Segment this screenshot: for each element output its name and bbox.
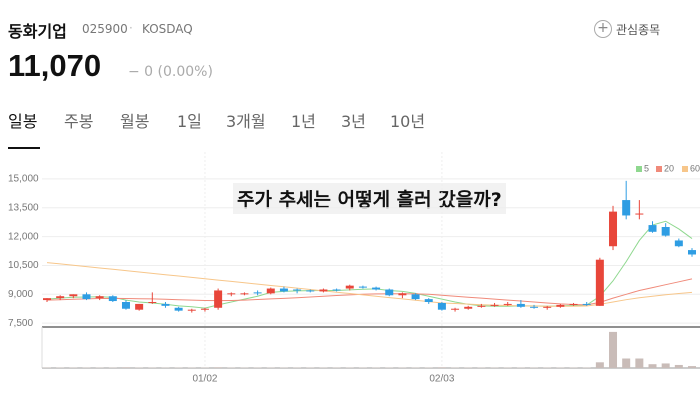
candle-body [582,303,591,305]
candle-body [240,293,249,295]
candle-body [464,306,473,309]
volume-bar [622,358,631,368]
candle-body [372,287,381,290]
candle-body [121,302,130,309]
candle-body [227,293,236,295]
stock-name: 동화기업 [8,22,67,41]
candle-body [279,288,288,292]
candle-body [174,307,183,311]
candle-body [556,304,565,307]
volume-bar [214,367,223,368]
candle-body [187,309,196,311]
candle-body [385,289,394,296]
candle-body [595,259,604,306]
price: 11,070 [8,48,102,83]
candle-body [609,211,618,247]
candle-body [503,303,512,305]
period-tab[interactable]: 일봉 [8,112,38,131]
candle-body [622,200,631,216]
candle-body [332,289,341,291]
candle-body [306,290,315,292]
volume-bar [595,362,604,368]
candle-body [661,227,670,236]
legend-swatch [636,166,642,172]
x-tick-label: 02/03 [429,374,454,385]
legend-swatch [682,166,688,172]
candle-body [477,305,486,307]
stock-code: 025900 [82,22,128,36]
candle-body [214,290,223,308]
period-tab[interactable]: 월봉 [120,112,150,131]
candle-body [358,286,367,288]
candle-body [530,306,539,308]
y-tick-label: 7,500 [8,318,33,329]
volume-bar [648,364,657,368]
annotation: 주가 추세는 어떻게 흘러 갔을까? [233,183,506,214]
y-tick-label: 10,500 [8,260,39,271]
candle-body [437,302,446,310]
candle-body [161,303,170,306]
favorite-button[interactable]: + 관심종목 [594,20,660,38]
candle-body [200,308,209,310]
candle-body [569,303,578,305]
period-tab[interactable]: 주봉 [64,112,94,131]
separator: · [129,21,133,35]
candle-body [293,289,302,291]
candle-body [43,298,51,301]
period-tab[interactable]: 3개월 [226,112,266,131]
candle-body [266,288,275,294]
candle-body [424,299,433,302]
candle-body [319,289,328,292]
period-tab[interactable]: 3년 [341,112,366,131]
candle-body [108,296,117,302]
volume-bar [609,331,618,368]
candle-body [82,294,91,300]
moving-average-line [46,262,693,307]
plus-icon: + [594,20,612,38]
candle-body [648,225,657,232]
candle-body [135,303,144,310]
legend-label: 5 [644,163,649,173]
y-tick-label: 9,000 [8,289,33,300]
volume-bar [121,367,130,368]
moving-average-line [46,278,693,306]
y-tick-label: 12,000 [8,231,39,242]
candle-body [56,296,65,299]
candle-body [490,304,499,306]
y-tick-label: 15,000 [8,174,39,185]
candle-body [345,285,354,289]
candle-body [411,294,420,300]
candle-body [451,308,460,310]
candle-body [635,213,644,215]
candle-body [398,293,407,296]
volume-bar [688,366,696,368]
volume-bar [635,358,644,368]
candle-body [69,294,78,297]
legend-swatch [656,166,662,172]
legend-label: 60 [690,163,700,173]
candle-body [688,250,696,255]
volume-bar [674,364,683,368]
candle-body [95,296,104,299]
candle-body [516,303,525,307]
volume-bar [437,367,446,368]
candle-body [253,292,262,294]
candle-body [674,240,683,247]
candle-body [148,302,157,303]
market: KOSDAQ [142,22,193,36]
period-tab[interactable]: 1일 [177,112,202,131]
favorite-label: 관심종목 [616,22,661,37]
x-tick-label: 01/02 [192,374,217,385]
volume-bar [661,363,670,368]
candle-body [543,306,552,308]
price-change: − 0 (0.00%) [128,64,213,80]
legend-label: 20 [664,163,674,173]
y-tick-label: 13,500 [8,202,39,213]
period-tab[interactable]: 10년 [390,112,426,131]
period-tab[interactable]: 1년 [291,112,316,131]
